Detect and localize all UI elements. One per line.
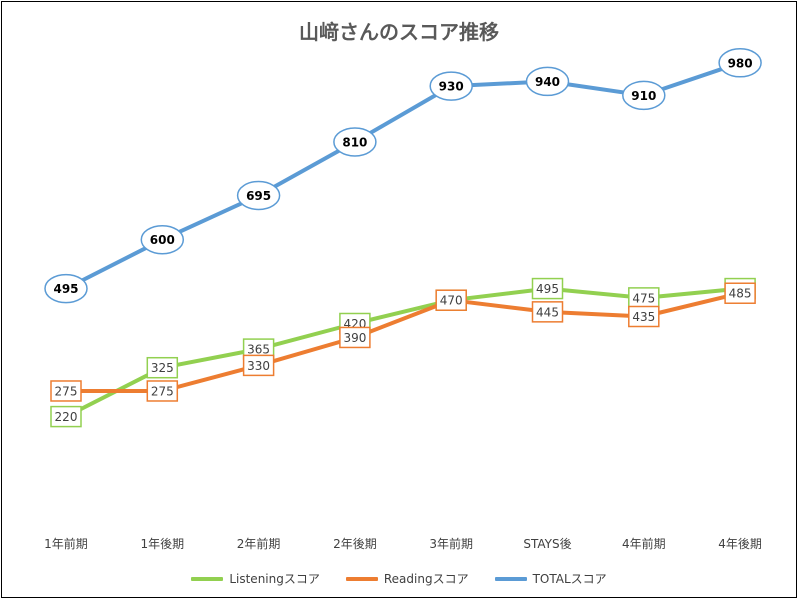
legend-label-reading: Readingスコア	[383, 572, 469, 586]
data-label: 600	[150, 233, 175, 247]
data-label: 220	[55, 410, 78, 424]
data-label: 485	[729, 287, 752, 301]
data-label: 980	[728, 56, 753, 70]
data-label: 930	[439, 80, 464, 94]
data-label-box	[429, 71, 473, 101]
data-label-box	[146, 380, 179, 402]
x-tick-label: 1年前期	[44, 536, 88, 551]
legend-label-listening: Listeningスコア	[229, 572, 320, 586]
data-label: 940	[535, 75, 560, 89]
data-label-box	[140, 224, 185, 255]
chart-legend: Listeningスコア Readingスコア TOTALスコア	[2, 570, 796, 587]
data-label: 325	[151, 361, 174, 375]
x-tick-label: 4年前期	[622, 536, 666, 551]
legend-item-reading: Readingスコア	[345, 570, 469, 587]
x-tick-label: 2年後期	[333, 537, 377, 551]
legend-swatch-total	[494, 576, 527, 581]
data-label-box	[333, 127, 377, 157]
legend-item-total: TOTALスコア	[494, 570, 607, 587]
data-label-box	[44, 273, 88, 304]
data-label-box	[724, 282, 756, 304]
data-label-box	[531, 277, 564, 300]
x-tick-label: 4年後期	[718, 537, 762, 551]
data-label: 275	[55, 384, 78, 398]
data-label: 275	[151, 384, 174, 398]
data-label: 475	[632, 291, 655, 305]
data-label: 435	[632, 310, 655, 324]
data-label-box	[242, 354, 275, 377]
x-tick-label: 3年前期	[429, 536, 473, 551]
series-line-1	[64, 291, 743, 393]
data-label-box	[435, 289, 467, 311]
data-label: 470	[440, 294, 463, 308]
data-label-box	[50, 405, 82, 428]
data-label: 330	[247, 359, 270, 373]
x-tick-label: STAYS後	[523, 537, 571, 551]
chart-title: 山﨑さんのスコア推移	[299, 20, 499, 44]
legend-label-total: TOTALスコア	[532, 572, 607, 586]
data-label: 365	[247, 343, 270, 357]
data-label-box	[146, 356, 179, 379]
data-label: 810	[342, 135, 367, 149]
data-label-box	[50, 380, 82, 402]
data-label-box	[525, 66, 570, 97]
legend-item-listening: Listeningスコア	[191, 570, 320, 587]
data-label: 445	[536, 305, 559, 319]
data-label: 910	[631, 89, 656, 103]
series-line-0	[64, 286, 743, 419]
legend-swatch-listening	[191, 576, 224, 581]
x-tick-label: 1年後期	[140, 537, 184, 551]
data-label: 390	[343, 331, 366, 345]
x-tick-label: 2年前期	[237, 536, 281, 551]
data-label-box	[628, 305, 660, 328]
data-label-box	[236, 180, 281, 211]
data-label: 495	[53, 282, 78, 296]
data-label-box	[622, 80, 666, 111]
data-label-box	[339, 326, 371, 349]
data-label-box	[718, 48, 762, 78]
data-label: 495	[536, 282, 559, 296]
data-label-box	[531, 301, 564, 323]
legend-swatch-reading	[345, 576, 378, 581]
data-label: 695	[246, 189, 271, 203]
